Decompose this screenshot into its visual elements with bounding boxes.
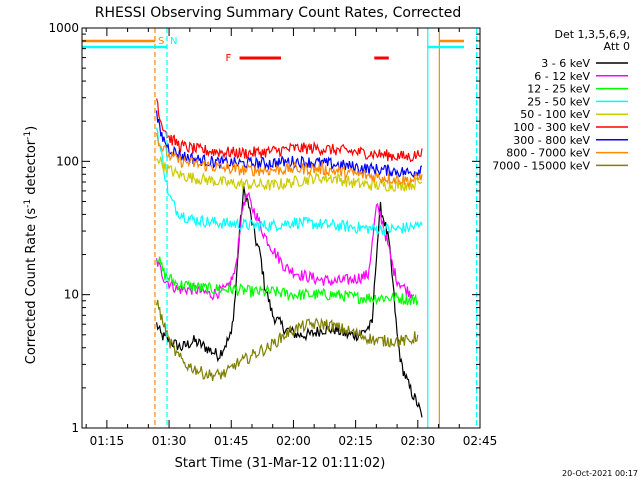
y-axis-label-sup2: -1 <box>23 131 33 140</box>
y-tick-label: 10 <box>64 288 79 302</box>
legend-label-6-12-kev: 6 - 12 keV <box>534 70 590 83</box>
axis-layer: 1 10 100 1000 01:15 01:30 01:45 02:00 02:15 02:30… <box>48 21 497 448</box>
marker-label-s: S <box>158 36 164 47</box>
legend-label-800-7000-kev: 800 - 7000 keV <box>506 147 590 160</box>
x-tick-label: 01:30 <box>152 434 187 448</box>
legend-label-50-100-kev: 50 - 100 keV <box>520 108 590 121</box>
x-tick-label: 02:30 <box>401 434 436 448</box>
legend-label-12-25-kev: 12 - 25 keV <box>527 83 590 96</box>
marker-label-n: N <box>170 36 177 47</box>
series-line-100-300-kev <box>156 98 423 163</box>
y-axis-label-sup1: -1 <box>23 199 33 208</box>
series-line-25-50-kev <box>156 127 423 237</box>
y-axis-label-main: Corrected Count Rate (s <box>24 208 39 365</box>
y-axis-label-mid: detector <box>24 139 39 199</box>
x-tick-label: 02:45 <box>463 434 498 448</box>
legend-label-7000-15000-kev: 7000 - 15000 keV <box>492 159 590 172</box>
series-line-50-100-kev <box>156 156 423 193</box>
y-tick-label: 100 <box>56 154 79 168</box>
x-tick-label: 02:15 <box>338 434 373 448</box>
legend-label-3-6-kev: 3 - 6 keV <box>541 57 590 70</box>
footer-timestamp: 20-Oct-2021 00:17 <box>562 469 638 478</box>
series-line-7000-15000-kev <box>156 299 419 382</box>
x-tick-label: 01:45 <box>214 434 249 448</box>
y-axis-label-end: ) <box>24 126 39 131</box>
legend-label-300-800-kev: 300 - 800 keV <box>513 134 590 147</box>
legend-header-line: Det 1,3,5,6,9, <box>554 28 630 41</box>
x-axis-label: Start Time (31-Mar-12 01:11:02) <box>175 456 386 471</box>
series-line-12-25-kev <box>156 256 419 307</box>
series-line-800-7000-kev <box>156 132 423 188</box>
legend-label-100-300-kev: 100 - 300 keV <box>513 121 590 134</box>
chart-title: RHESSI Observing Summary Count Rates, Co… <box>95 5 461 21</box>
y-tick-label: 1000 <box>48 21 79 35</box>
x-tick-label: 01:15 <box>90 434 125 448</box>
plot-frame <box>81 27 481 429</box>
legend-label-25-50-kev: 25 - 50 keV <box>527 95 590 108</box>
y-axis-label: Corrected Count Rate (s-1 detector-1) <box>23 126 39 364</box>
legend-header-line: Att 0 <box>604 40 630 53</box>
x-tick-label: 02:00 <box>276 434 311 448</box>
flare-label: F <box>226 53 232 64</box>
y-tick-label: 1 <box>71 421 79 435</box>
marker-layer: S N F <box>82 28 478 428</box>
series-layer <box>156 98 423 418</box>
